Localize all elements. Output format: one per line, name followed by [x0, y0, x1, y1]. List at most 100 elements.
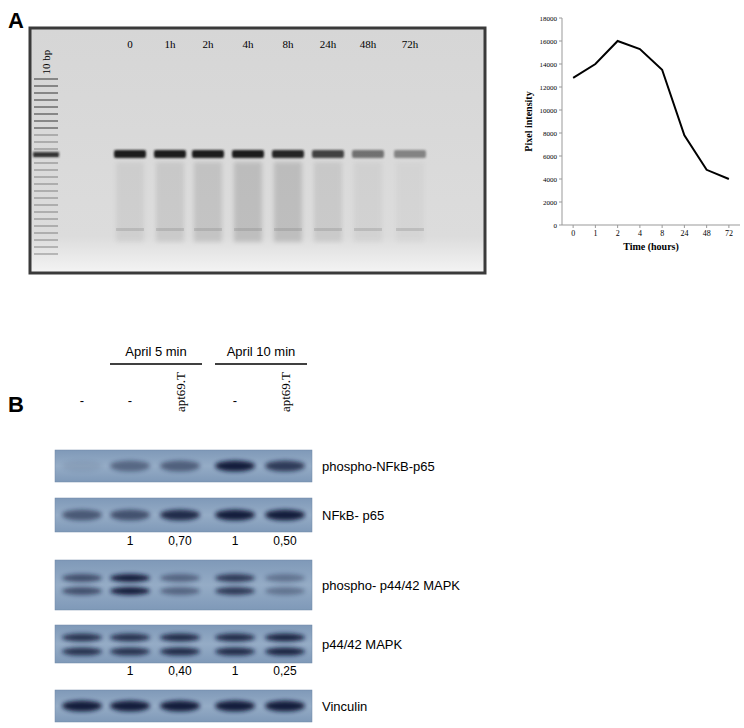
- y-tick: [559, 41, 562, 42]
- blot-band: [215, 648, 255, 656]
- lane-label: -: [80, 393, 84, 408]
- ladder-band: [34, 85, 58, 87]
- ladder-band: [34, 141, 58, 143]
- group-header: April 5 min: [125, 344, 186, 359]
- quantification: 0,50: [273, 534, 297, 548]
- ladder-band: [34, 232, 58, 234]
- blot-strip: [55, 560, 312, 610]
- ladder-band: [34, 78, 58, 80]
- gel-band: [114, 150, 146, 158]
- ladder-band: [34, 148, 58, 150]
- ladder-band: [34, 183, 58, 185]
- blot-band: [110, 701, 150, 712]
- data-line: [573, 41, 729, 179]
- y-tick: [559, 18, 562, 19]
- ladder-band: [34, 176, 58, 178]
- blot-band: [62, 648, 102, 656]
- ladder-band: [34, 190, 58, 192]
- x-tick-label: 1: [593, 229, 597, 238]
- lane-label: 10 bp: [40, 49, 52, 74]
- ladder-band: [34, 239, 58, 241]
- blot-band: [160, 510, 200, 521]
- row-label: Vinculin: [322, 699, 367, 714]
- ladder-band: [34, 253, 58, 255]
- y-tick-label: 0: [554, 222, 558, 230]
- gel-band: [154, 150, 186, 158]
- panel-label: A: [8, 8, 24, 33]
- ladder-band: [34, 106, 58, 108]
- quantification: 0,25: [273, 664, 297, 678]
- x-tick: [662, 225, 663, 228]
- ladder-band: [34, 225, 58, 227]
- y-tick-label: 8000: [543, 130, 558, 138]
- lane-label: 8h: [283, 38, 295, 50]
- ladder-band: [34, 211, 58, 213]
- gel-primer: [156, 228, 184, 231]
- y-tick-label: 10000: [540, 107, 558, 115]
- ladder-band: [34, 127, 58, 129]
- lane-label: apt69.T: [173, 372, 188, 412]
- blot-band: [215, 510, 255, 521]
- blot-band: [265, 634, 305, 642]
- ladder-band: [34, 246, 58, 248]
- ladder-band: [34, 120, 58, 122]
- y-tick: [559, 110, 562, 111]
- ladder-band: [34, 169, 58, 171]
- quantification: 1: [232, 534, 239, 548]
- blot-band: [265, 461, 305, 472]
- quantification: 1: [127, 534, 134, 548]
- gel-primer: [234, 228, 262, 231]
- blot-strip: [55, 498, 312, 532]
- gel-primer: [396, 228, 424, 231]
- blot-band: [215, 461, 255, 472]
- blot-band: [215, 587, 255, 595]
- gel-band: [312, 150, 344, 158]
- blot-strip: [55, 690, 312, 722]
- blot-band: [110, 461, 150, 472]
- ladder-band: [34, 99, 58, 101]
- x-tick-label: 24: [680, 229, 688, 238]
- blot-band: [160, 648, 200, 656]
- x-tick-label: 2: [616, 229, 620, 238]
- ladder-band: [34, 197, 58, 199]
- blot-band: [265, 648, 305, 656]
- lane-label: -: [128, 393, 132, 408]
- x-tick: [728, 225, 729, 228]
- y-axis: [562, 18, 563, 225]
- ladder-band: [34, 134, 58, 136]
- row-label: phospho-NFkB-p65: [322, 459, 435, 474]
- blot-band: [62, 510, 102, 521]
- gel-smear: [116, 162, 144, 242]
- x-tick: [573, 225, 574, 228]
- blot-band: [110, 634, 150, 642]
- ladder-band: [34, 204, 58, 206]
- x-tick: [595, 225, 596, 228]
- group-bar: [215, 363, 307, 365]
- y-tick: [559, 87, 562, 88]
- y-tick: [559, 64, 562, 65]
- gel-smear: [274, 162, 302, 242]
- blot-strip: [55, 625, 312, 663]
- lane-label: 4h: [243, 38, 255, 50]
- blot-band: [110, 574, 150, 582]
- blot-band: [160, 701, 200, 712]
- y-tick-label: 18000: [540, 15, 558, 23]
- x-tick-label: 4: [638, 229, 642, 238]
- x-tick: [684, 225, 685, 228]
- x-tick: [617, 225, 618, 228]
- blot-band: [265, 587, 305, 595]
- gel-band: [352, 150, 384, 158]
- gel-band: [272, 150, 304, 158]
- blot-band: [110, 510, 150, 521]
- blot-band: [160, 634, 200, 642]
- blot-band: [62, 587, 102, 595]
- ladder-band: [34, 113, 58, 115]
- gel-smear: [354, 162, 382, 242]
- x-tick: [639, 225, 640, 228]
- western-blot: April 5 minApril 10 min--apt69.T-apt69.T…: [55, 344, 460, 722]
- blot-band: [265, 574, 305, 582]
- x-axis: [562, 225, 740, 226]
- blot-band: [215, 701, 255, 712]
- x-tick-label: 48: [703, 229, 711, 238]
- blot-band: [265, 701, 305, 712]
